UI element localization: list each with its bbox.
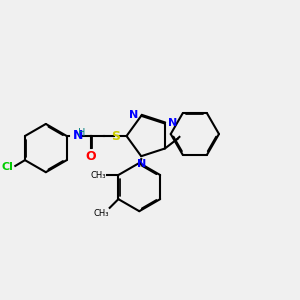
Text: N: N [136,159,146,169]
Text: S: S [111,130,120,142]
Text: N: N [129,110,138,120]
Text: CH₃: CH₃ [90,170,106,179]
Text: N: N [73,129,83,142]
Text: N: N [168,118,177,128]
Text: O: O [85,149,96,163]
Text: Cl: Cl [2,162,14,172]
Text: CH₃: CH₃ [93,209,109,218]
Text: H: H [79,128,86,138]
